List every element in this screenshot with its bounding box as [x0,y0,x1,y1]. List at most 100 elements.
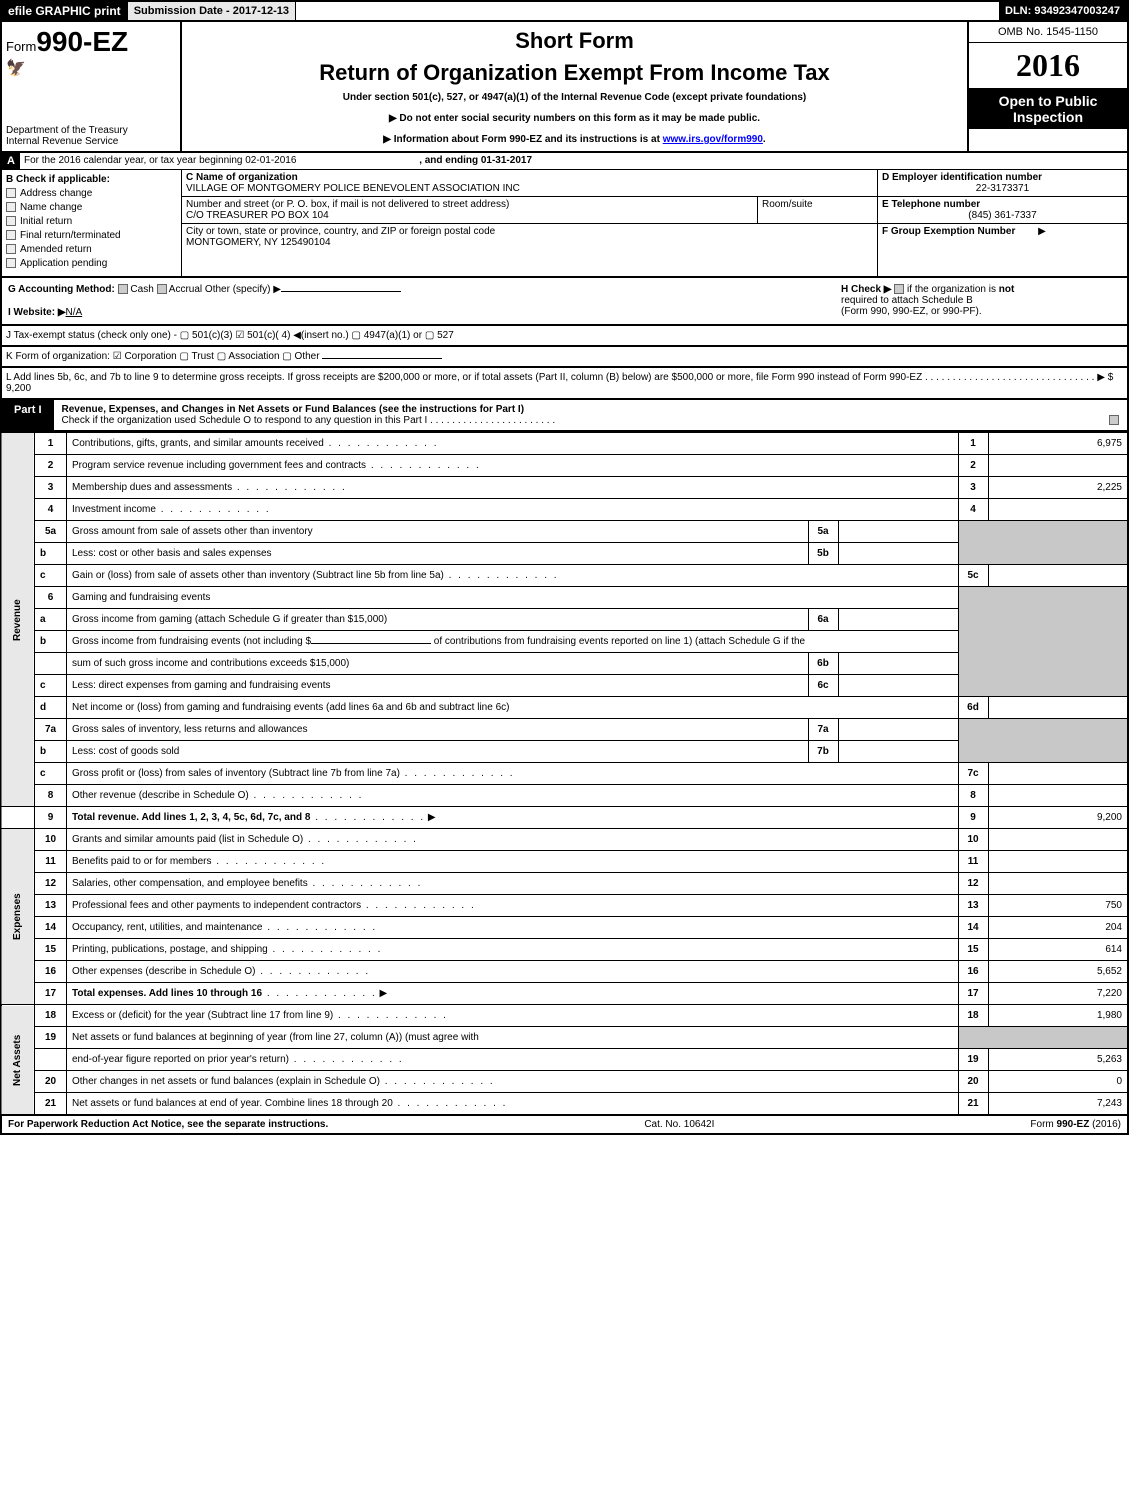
nb-14: 14 [958,917,988,939]
lines-table: Revenue 1Contributions, gifts, grants, a… [0,432,1129,1116]
val-8 [988,785,1128,807]
sv-5a [838,521,958,543]
chk-cash[interactable] [118,284,128,294]
sv-6b [838,653,958,675]
ln-5c: c [35,565,67,587]
desc-21: Net assets or fund balances at end of ye… [67,1093,959,1115]
arrow-line-2: ▶ Information about Form 990-EZ and its … [192,134,957,145]
val-5c [988,565,1128,587]
check-list: Address change Name change Initial retur… [6,188,177,269]
ln-21: 21 [35,1093,67,1115]
opt-2: Initial return [20,216,72,227]
top-bar: efile GRAPHIC print Submission Date - 20… [0,0,1129,22]
nb-11: 11 [958,851,988,873]
sv-7b [838,741,958,763]
val-10 [988,829,1128,851]
nb-13: 13 [958,895,988,917]
shade-19 [958,1027,1128,1049]
b-label: Check if applicable: [16,174,110,185]
desc-15: Printing, publications, postage, and shi… [67,939,959,961]
g-accrual: Accrual [169,284,202,295]
desc-5b: Less: cost or other basis and sales expe… [67,543,809,565]
ln-2: 2 [35,455,67,477]
room-block: Room/suite [757,197,877,223]
k-other-input[interactable] [322,358,442,359]
val-20: 0 [988,1071,1128,1093]
i-label: I Website: ▶ [8,307,66,318]
desc-2: Program service revenue including govern… [67,455,959,477]
ln-18: 18 [35,1005,67,1027]
chk-amended[interactable]: Amended return [6,244,177,255]
ln-10: 10 [35,829,67,851]
e-block: E Telephone number (845) 361-7337 [878,197,1127,224]
title-col: Short Form Return of Organization Exempt… [182,22,967,151]
row-a: A For the 2016 calendar year, or tax yea… [0,153,1129,170]
chk-part1-o[interactable] [1109,415,1119,425]
h-block: H Check ▶ if the organization is not req… [841,284,1121,318]
sv-5b [838,543,958,565]
d-block: D Employer identification number 22-3173… [878,170,1127,197]
dept-treasury: Department of the Treasury Internal Reve… [6,125,176,147]
nb-18: 18 [958,1005,988,1027]
f-arrow: ▶ [1038,226,1046,237]
val-21: 7,243 [988,1093,1128,1115]
ln-6b: b [35,631,67,653]
val-18: 1,980 [988,1005,1128,1027]
desc-7c: Gross profit or (loss) from sales of inv… [67,763,959,785]
b-mid: C Name of organization VILLAGE OF MONTGO… [182,170,877,276]
desc-14: Occupancy, rent, utilities, and maintena… [67,917,959,939]
6b-input[interactable] [311,643,431,644]
b-checkboxes: B Check if applicable: Address change Na… [2,170,182,276]
val-11 [988,851,1128,873]
sv-7a [838,719,958,741]
shade-6 [958,587,1128,697]
g-other: Other (specify) ▶ [205,284,281,295]
ln-20: 20 [35,1071,67,1093]
f-label: F Group Exemption Number [882,226,1015,237]
desc-5a: Gross amount from sale of assets other t… [67,521,809,543]
chk-initial[interactable]: Initial return [6,216,177,227]
sn-7a: 7a [808,719,838,741]
val-16: 5,652 [988,961,1128,983]
nb-12: 12 [958,873,988,895]
k-text: K Form of organization: ☑ Corporation ▢ … [6,351,320,362]
desc-8: Other revenue (describe in Schedule O) [67,785,959,807]
sv-6c [838,675,958,697]
ln-12: 12 [35,873,67,895]
ln-19b [35,1049,67,1071]
desc-18: Excess or (deficit) for the year (Subtra… [67,1005,959,1027]
desc-20: Other changes in net assets or fund bala… [67,1071,959,1093]
omb-number: OMB No. 1545-1150 [969,22,1127,43]
chk-accrual[interactable] [157,284,167,294]
arrow-line-1: ▶ Do not enter social security numbers o… [192,113,957,124]
street-val: C/O TREASURER PO BOX 104 [186,210,329,221]
sn-5a: 5a [808,521,838,543]
opt-4: Amended return [20,244,92,255]
chk-pending[interactable]: Application pending [6,258,177,269]
street-row: Number and street (or P. O. box, if mail… [182,197,877,224]
ln-11: 11 [35,851,67,873]
ln-1: 1 [35,433,67,455]
chk-final[interactable]: Final return/terminated [6,230,177,241]
footer-left: For Paperwork Reduction Act Notice, see … [8,1119,328,1130]
desc-6d: Net income or (loss) from gaming and fun… [67,697,959,719]
desc-13: Professional fees and other payments to … [67,895,959,917]
street-label: Number and street (or P. O. box, if mail… [186,199,509,210]
chk-address-change[interactable]: Address change [6,188,177,199]
sn-6b: 6b [808,653,838,675]
desc-6: Gaming and fundraising events [67,587,959,609]
section-b: B Check if applicable: Address change Na… [0,170,1129,278]
g-other-input[interactable] [281,291,401,292]
shade-5 [958,521,1128,565]
desc-6b: Gross income from fundraising events (no… [67,631,959,653]
val-1: 6,975 [988,433,1128,455]
label-a: A [2,153,20,169]
l-text: L Add lines 5b, 6c, and 7b to line 9 to … [6,372,1113,394]
val-14: 204 [988,917,1128,939]
chk-name-change[interactable]: Name change [6,202,177,213]
chk-h[interactable] [894,284,904,294]
irs-link[interactable]: www.irs.gov/form990 [663,134,763,145]
part1-sub: Check if the organization used Schedule … [62,415,556,426]
val-15: 614 [988,939,1128,961]
short-form-title: Short Form [192,28,957,54]
